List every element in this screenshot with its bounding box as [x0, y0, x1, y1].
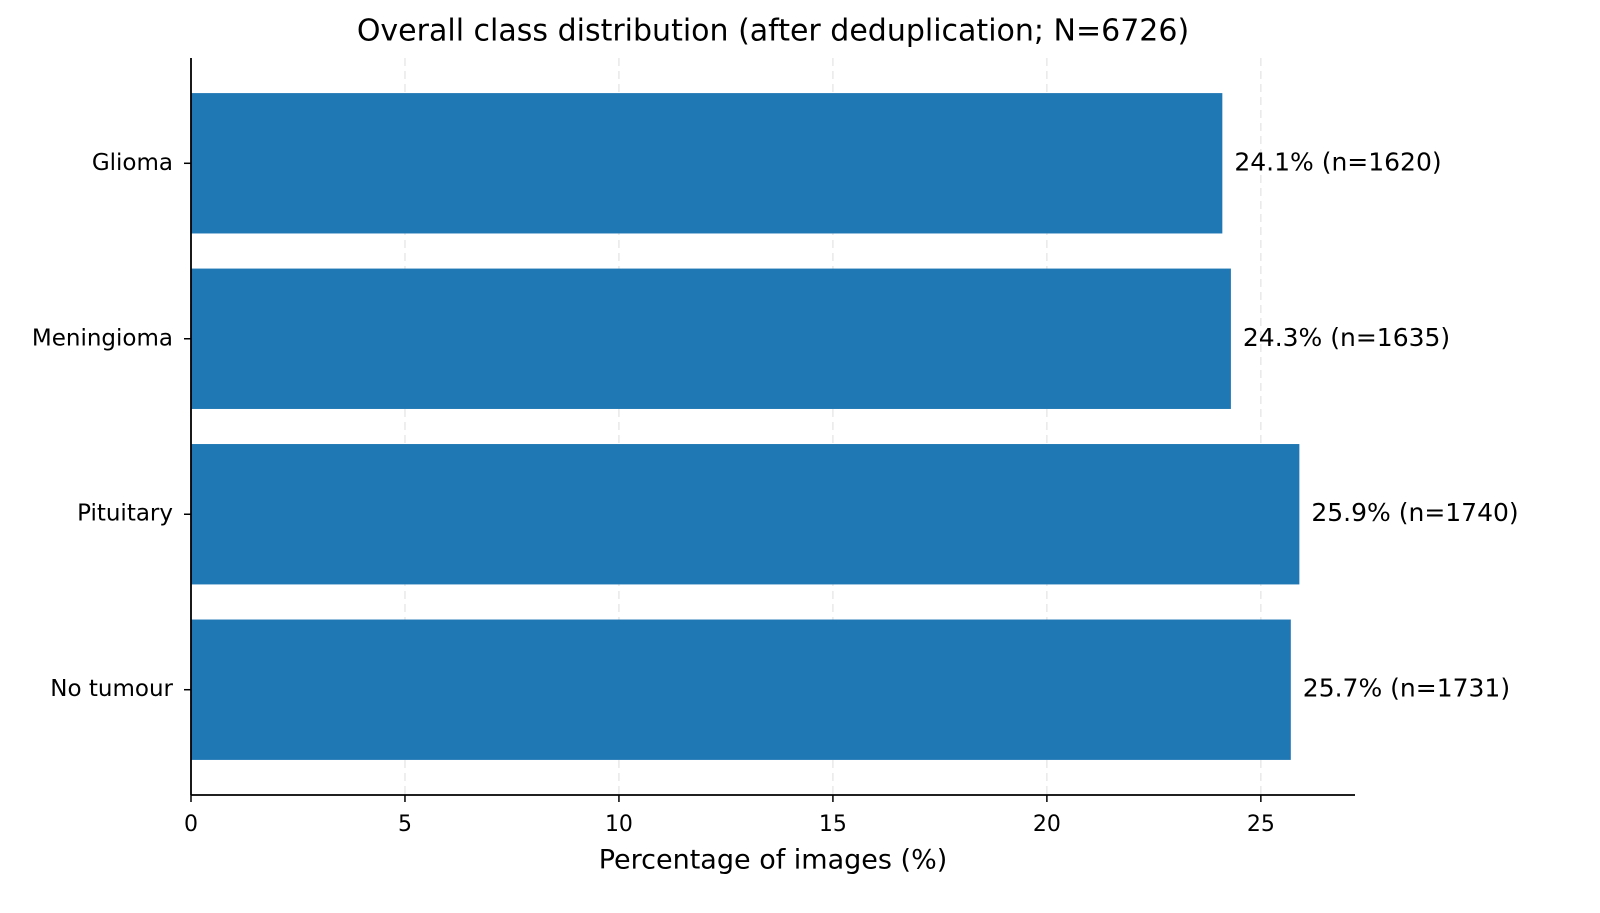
bar — [191, 444, 1300, 585]
value-label: 24.3% (n=1635) — [1243, 323, 1450, 352]
x-tick-label: 10 — [605, 812, 633, 837]
x-axis-label: Percentage of images (%) — [599, 845, 948, 876]
x-tick-label: 5 — [398, 812, 412, 837]
y-tick-label: No tumour — [50, 676, 173, 702]
y-tick-label: Meningioma — [32, 325, 173, 351]
value-label: 25.7% (n=1731) — [1303, 674, 1510, 703]
bar — [191, 619, 1291, 760]
x-tick-label: 15 — [819, 812, 847, 837]
x-tick-label: 0 — [184, 812, 198, 837]
x-tick-label: 20 — [1033, 812, 1061, 837]
y-tick-label: Glioma — [92, 150, 173, 176]
chart-title: Overall class distribution (after dedupl… — [357, 14, 1189, 49]
value-label: 24.1% (n=1620) — [1234, 147, 1441, 176]
x-tick-label: 25 — [1247, 812, 1275, 837]
value-label: 25.9% (n=1740) — [1311, 498, 1518, 527]
y-tick-label: Pituitary — [77, 501, 173, 527]
bar — [191, 268, 1231, 409]
bar — [191, 93, 1223, 234]
